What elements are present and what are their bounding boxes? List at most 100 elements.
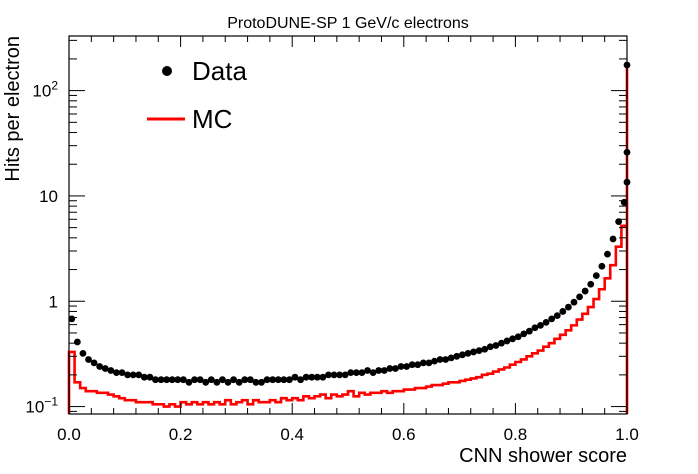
data-point: [341, 371, 349, 379]
data-point: [90, 359, 98, 367]
data-point: [302, 373, 310, 381]
data-point: [392, 365, 399, 372]
data-point: [124, 371, 131, 379]
data-point: [280, 376, 288, 384]
data-point: [224, 378, 232, 386]
data-point: [380, 367, 388, 374]
data-point: [118, 369, 126, 377]
data-point: [235, 378, 243, 386]
data-point: [581, 287, 589, 295]
data-point: [313, 373, 321, 381]
data-point: [330, 371, 338, 379]
data-point: [308, 373, 316, 381]
data-point: [325, 371, 332, 379]
data-point: [419, 359, 427, 367]
data-point: [431, 357, 438, 365]
x-tick-label: 0.8: [504, 425, 528, 444]
data-point: [291, 373, 299, 381]
data-point: [525, 327, 533, 335]
data-point: [135, 371, 143, 379]
data-point: [559, 308, 567, 315]
data-point: [531, 324, 539, 332]
data-point: [191, 376, 198, 384]
data-point: [492, 342, 500, 349]
data-point: [609, 235, 617, 243]
data-point: [152, 376, 159, 384]
x-tick-label: 0.4: [280, 425, 304, 444]
data-point: [347, 369, 355, 377]
data-point: [107, 367, 115, 374]
y-axis-title: Hits per electron: [2, 36, 24, 182]
legend-label-data: Data: [192, 56, 247, 86]
mc-step-line: [67, 66, 629, 414]
data-point: [592, 272, 600, 280]
data-point: [96, 363, 104, 370]
chart-title: ProtoDUNE-SP 1 GeV/c electrons: [227, 15, 469, 32]
y-tick-label: 102: [32, 79, 58, 101]
axis-ticks: [68, 36, 628, 414]
data-point: [163, 376, 171, 384]
data-point: [369, 369, 377, 377]
y-tick-label: 10−1: [25, 395, 58, 417]
data-point: [498, 339, 505, 347]
data-point: [503, 337, 511, 345]
data-point: [453, 352, 461, 360]
data-point: [185, 378, 193, 386]
data-point: [213, 378, 221, 386]
data-point: [101, 365, 109, 372]
data-point: [615, 218, 623, 226]
data-point: [364, 367, 371, 374]
data-point: [553, 312, 561, 320]
data-point: [537, 321, 544, 329]
data-point: [73, 338, 81, 346]
data-point: [246, 376, 254, 384]
data-point: [286, 376, 293, 384]
x-axis-title: CNN shower score: [459, 445, 627, 467]
data-point: [274, 376, 282, 384]
data-point: [587, 280, 595, 288]
x-tick-label: 0.6: [392, 425, 416, 444]
data-point: [481, 345, 489, 353]
data-point: [168, 376, 176, 384]
mc-series: [67, 66, 629, 414]
data-point: [509, 335, 517, 343]
data-point: [475, 347, 483, 354]
data-point: [386, 365, 394, 372]
data-point: [458, 351, 466, 359]
data-point: [241, 376, 249, 384]
data-point: [486, 343, 494, 351]
data-point: [598, 262, 606, 270]
data-point: [576, 293, 583, 301]
data-point: [570, 298, 578, 306]
data-point: [442, 356, 450, 363]
data-point: [297, 376, 304, 384]
data-point: [252, 378, 260, 386]
data-point: [196, 376, 204, 384]
data-point: [436, 356, 444, 363]
data-point: [447, 354, 455, 362]
data-point: [269, 376, 277, 384]
data-point: [397, 363, 405, 370]
data-point: [470, 348, 477, 356]
x-tick-labels: 0.0 0.2 0.4 0.6 0.8 1.0: [57, 425, 639, 444]
data-point: [179, 376, 187, 384]
data-point: [146, 373, 154, 381]
data-point: [414, 361, 422, 369]
data-point: [604, 250, 611, 258]
data-point: [230, 376, 238, 384]
data-point: [542, 318, 550, 326]
y-tick-labels: 10−1 1 10 102: [25, 79, 58, 417]
y-tick-label: 10: [39, 187, 58, 206]
data-point: [464, 349, 472, 357]
data-point: [425, 359, 433, 367]
data-point: [548, 315, 556, 323]
data-point: [263, 376, 271, 384]
data-series: [68, 61, 631, 386]
legend-marker-data: [162, 66, 172, 76]
data-point: [336, 371, 344, 379]
data-point: [408, 361, 416, 369]
data-point: [514, 333, 522, 341]
data-point: [403, 363, 410, 370]
data-point: [352, 369, 360, 377]
